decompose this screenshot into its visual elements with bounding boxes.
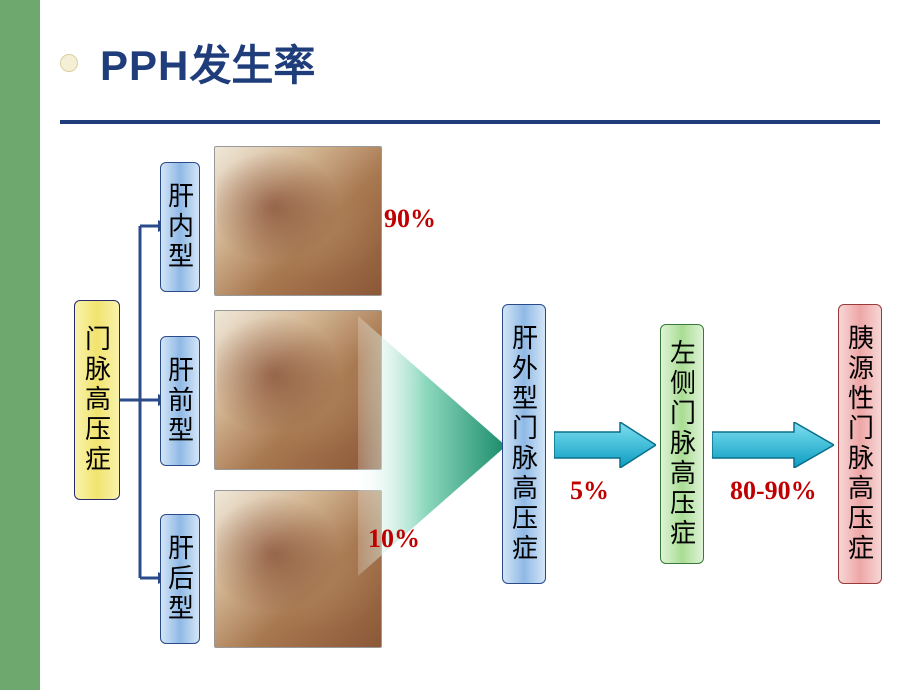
slide-sidebar xyxy=(0,0,40,690)
title-bullet xyxy=(60,54,78,72)
arrow-left-to-pph xyxy=(712,422,834,468)
node-prehepatic: 肝前型 xyxy=(160,336,200,466)
title-zh: 发生率 xyxy=(189,42,315,89)
node-intrahepatic: 肝内型 xyxy=(160,162,200,292)
image-prehepatic xyxy=(214,310,382,470)
image-intrahepatic xyxy=(214,146,382,296)
pct-5: 5% xyxy=(570,476,609,506)
image-posthepatic xyxy=(214,490,382,648)
arrow-extra-to-left xyxy=(554,422,656,468)
elbow-connectors xyxy=(40,140,240,680)
pct-80-90: 80-90% xyxy=(730,476,817,506)
slide-title: PPH发生率 xyxy=(60,32,315,93)
diagram-canvas: 门脉高压症 肝内型 肝前型 肝后型 肝外型门脉高压症 左侧门脉高压症 胰源性门脉… xyxy=(40,140,920,680)
node-extrahepatic: 肝外型门脉高压症 xyxy=(502,304,546,584)
node-left-sided: 左侧门脉高压症 xyxy=(660,324,704,564)
node-portal-hypertension: 门脉高压症 xyxy=(74,300,120,500)
pct-10: 10% xyxy=(368,524,420,554)
title-text: PPH发生率 xyxy=(100,32,315,93)
pct-90: 90% xyxy=(384,204,436,234)
node-pancreatic: 胰源性门脉高压症 xyxy=(838,304,882,584)
title-rule xyxy=(60,120,880,124)
node-posthepatic: 肝后型 xyxy=(160,514,200,644)
title-en: PPH xyxy=(100,42,189,89)
